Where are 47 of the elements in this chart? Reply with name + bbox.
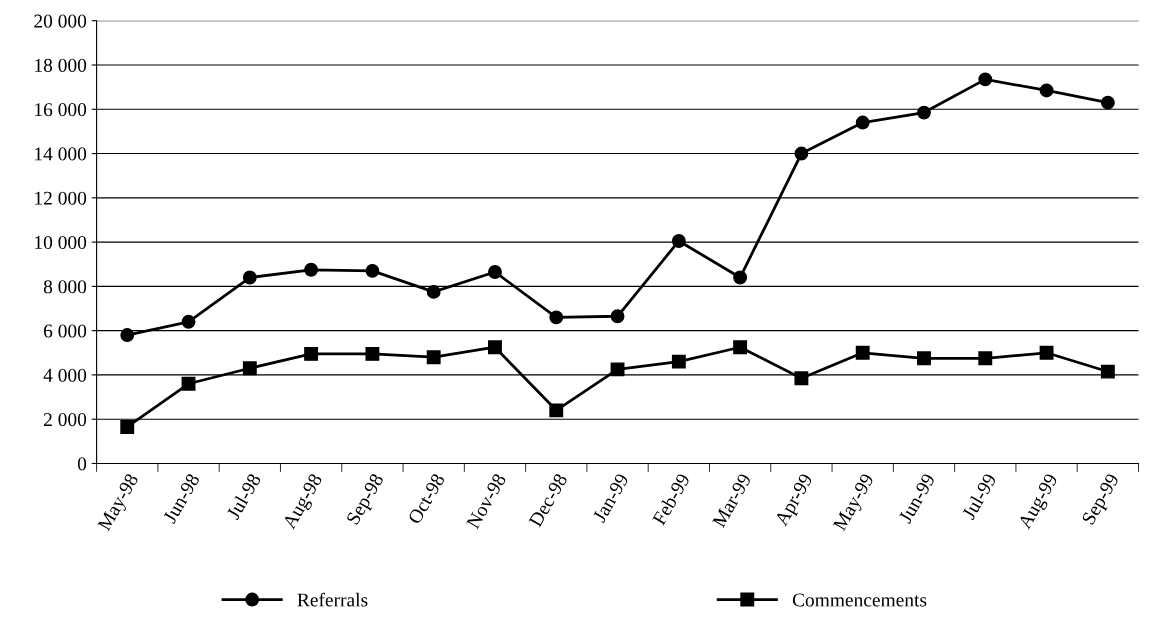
point (488, 265, 502, 279)
point (365, 346, 380, 361)
y-tick-label: 10 000 (35, 235, 87, 250)
point (917, 105, 931, 120)
point (1039, 83, 1054, 98)
point (610, 362, 625, 377)
point (120, 419, 135, 434)
point (1100, 95, 1115, 110)
y-tick-label: 12 000 (35, 191, 87, 205)
point (794, 371, 809, 386)
point (426, 350, 441, 365)
point (549, 310, 564, 325)
point (610, 309, 625, 324)
point (242, 270, 257, 285)
y-tick-label: 4 000 (43, 368, 87, 382)
point (181, 376, 196, 391)
y-tick-label: 16 000 (35, 103, 87, 117)
y-tick-label: 0 (77, 457, 87, 471)
y-tick-label: 18 000 (35, 58, 87, 72)
point (794, 146, 809, 161)
point (671, 354, 686, 369)
legend-label: Referrals (297, 592, 368, 607)
point (549, 403, 564, 418)
y-tick-label: 2 000 (43, 413, 87, 427)
point (978, 72, 993, 87)
point (917, 351, 931, 366)
y-tick-label: 14 000 (35, 147, 87, 161)
point (304, 262, 319, 277)
y-tick-label: 6 000 (43, 324, 87, 338)
point (426, 284, 441, 299)
y-tick-label: 8 000 (43, 280, 87, 294)
point (365, 263, 380, 278)
point (120, 328, 135, 343)
point (1039, 345, 1054, 360)
y-tick-label: 20 000 (34, 14, 87, 28)
point (488, 340, 502, 355)
point (733, 270, 748, 285)
point (978, 351, 993, 366)
point (304, 346, 319, 361)
point (242, 361, 257, 376)
point (1100, 364, 1115, 379)
point (733, 340, 748, 355)
legend-label: Commencements (792, 593, 927, 607)
point (181, 314, 196, 329)
point (855, 345, 870, 360)
point (671, 234, 686, 248)
point (855, 115, 870, 130)
